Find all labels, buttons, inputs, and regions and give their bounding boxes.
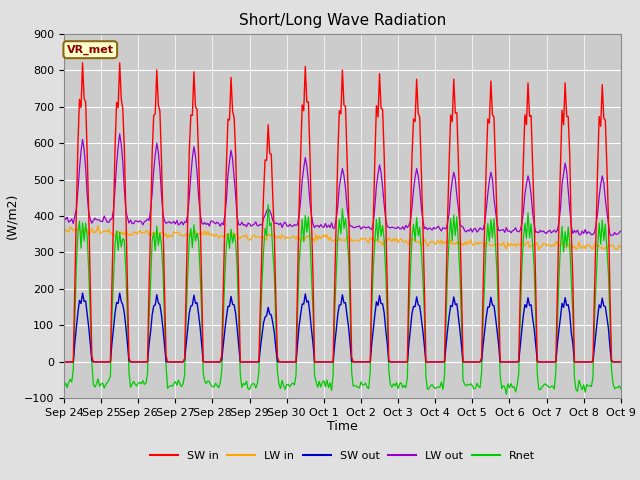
SW out (100, 359, 108, 365)
LW in (632, 250, 640, 255)
LW out (99, 218, 106, 224)
SW out (82, 298, 90, 304)
Line: SW in: SW in (64, 63, 640, 362)
SW out (572, 359, 580, 365)
SW in (100, 359, 108, 365)
Line: Rnet: Rnet (64, 204, 640, 394)
LW out (60, 214, 68, 219)
Legend: SW in, LW in, SW out, LW out, Rnet: SW in, LW in, SW out, LW out, Rnet (145, 447, 540, 466)
Rnet (99, 380, 106, 386)
Line: LW out: LW out (64, 134, 640, 236)
X-axis label: Time: Time (327, 420, 358, 432)
SW out (484, 304, 492, 310)
SW in (572, 359, 580, 365)
SW in (60, 359, 68, 365)
Title: Short/Long Wave Radiation: Short/Long Wave Radiation (239, 13, 446, 28)
SW in (79, 60, 86, 66)
Rnet (80, 238, 88, 244)
LW out (80, 146, 88, 152)
Rnet (573, 388, 581, 394)
Rnet (366, 368, 374, 374)
LW in (572, 246, 580, 252)
Y-axis label: (W/m2): (W/m2) (5, 193, 19, 239)
LW out (484, 191, 492, 197)
LW in (60, 228, 68, 234)
SW out (79, 290, 86, 296)
Rnet (484, 220, 492, 226)
LW in (484, 240, 492, 246)
LW in (100, 228, 108, 234)
SW out (366, 359, 374, 365)
SW in (366, 359, 374, 365)
LW out (572, 229, 580, 235)
Line: LW in: LW in (64, 226, 640, 252)
Line: SW out: SW out (64, 293, 640, 362)
SW in (484, 116, 492, 122)
SW out (60, 359, 68, 365)
Rnet (60, 384, 68, 390)
Rnet (264, 202, 272, 207)
SW in (82, 99, 90, 105)
LW out (620, 233, 628, 239)
LW in (366, 235, 374, 240)
LW in (80, 228, 88, 234)
Rnet (502, 391, 510, 397)
LW out (366, 226, 374, 231)
LW in (94, 223, 102, 228)
LW out (116, 131, 124, 137)
Text: VR_met: VR_met (67, 45, 114, 55)
